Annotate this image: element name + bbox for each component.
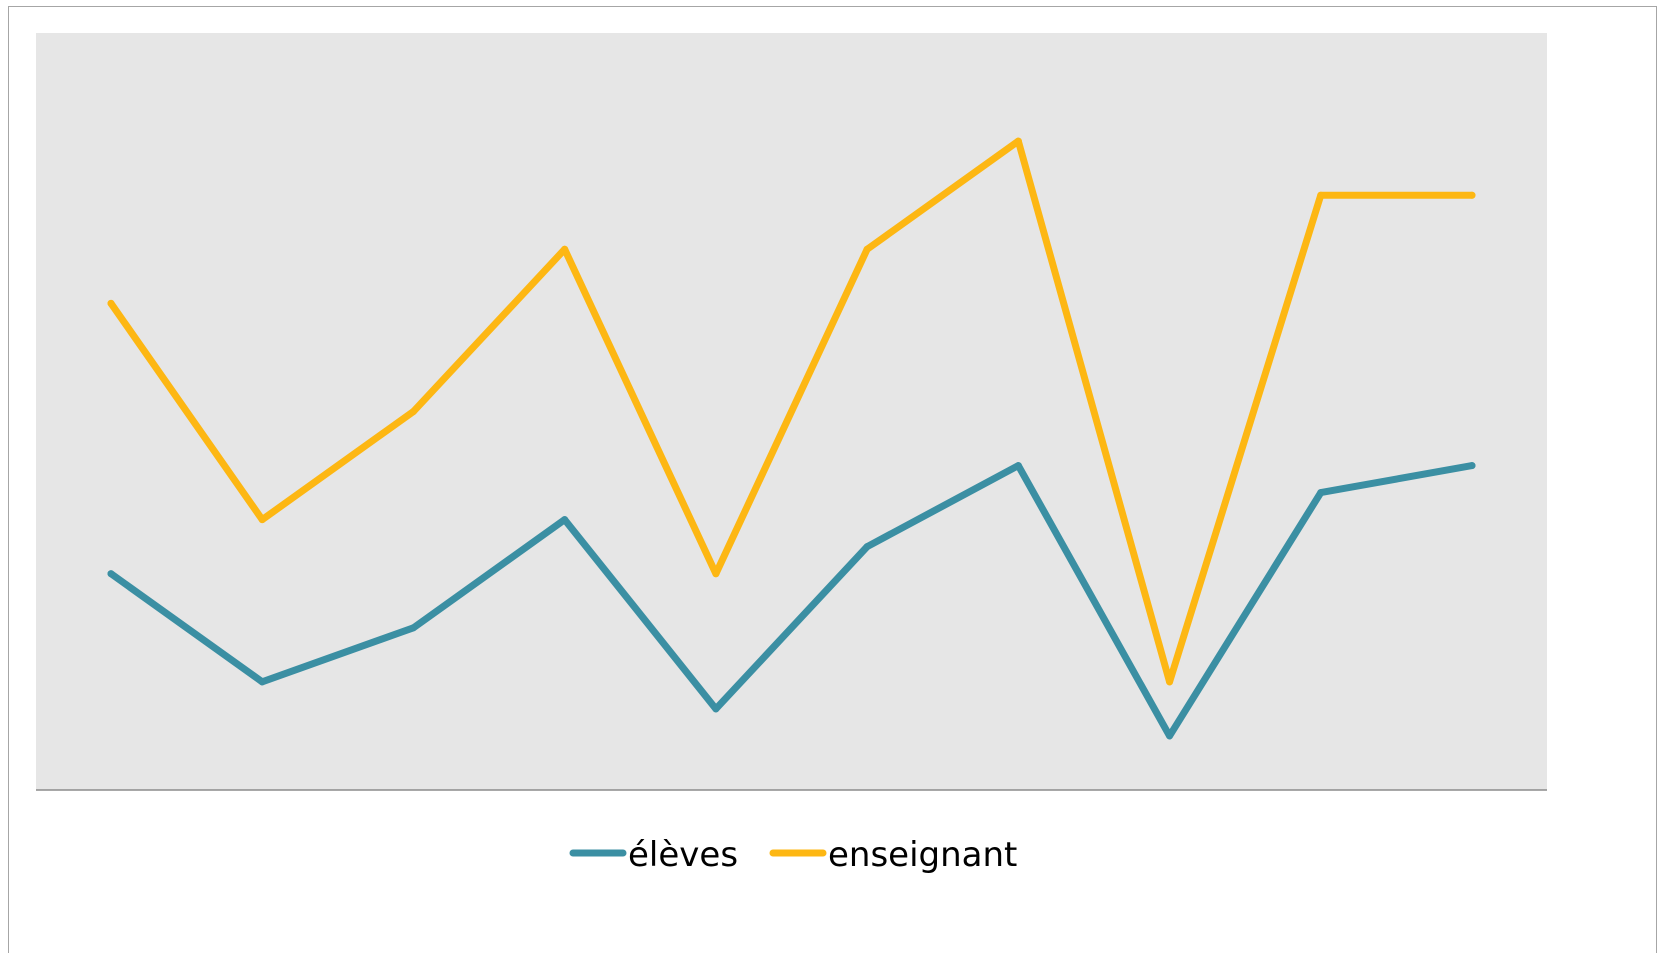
data-point bbox=[712, 570, 720, 578]
legend-label-enseignant: enseignant bbox=[828, 835, 1017, 875]
data-point bbox=[409, 624, 417, 632]
series-line-enseignant bbox=[107, 137, 1476, 686]
data-point bbox=[258, 678, 266, 686]
data-point bbox=[1166, 678, 1174, 686]
data-point bbox=[1317, 191, 1325, 199]
data-point bbox=[409, 408, 417, 415]
data-point bbox=[712, 705, 720, 713]
data-point bbox=[1166, 732, 1174, 740]
data-point bbox=[561, 516, 569, 524]
data-point bbox=[1317, 489, 1325, 497]
data-point bbox=[863, 245, 871, 253]
data-point bbox=[1468, 191, 1476, 199]
data-point bbox=[1014, 137, 1022, 145]
legend: élèves enseignant bbox=[569, 835, 1017, 875]
data-point bbox=[258, 516, 266, 524]
data-point bbox=[107, 570, 115, 578]
series-line-eleves bbox=[107, 462, 1476, 740]
data-point bbox=[1468, 462, 1476, 470]
data-point bbox=[863, 543, 871, 551]
legend-label-eleves: élèves bbox=[628, 835, 738, 875]
data-point bbox=[561, 245, 569, 253]
data-point bbox=[107, 299, 115, 307]
data-point bbox=[1014, 462, 1022, 470]
series-layer bbox=[107, 137, 1476, 740]
